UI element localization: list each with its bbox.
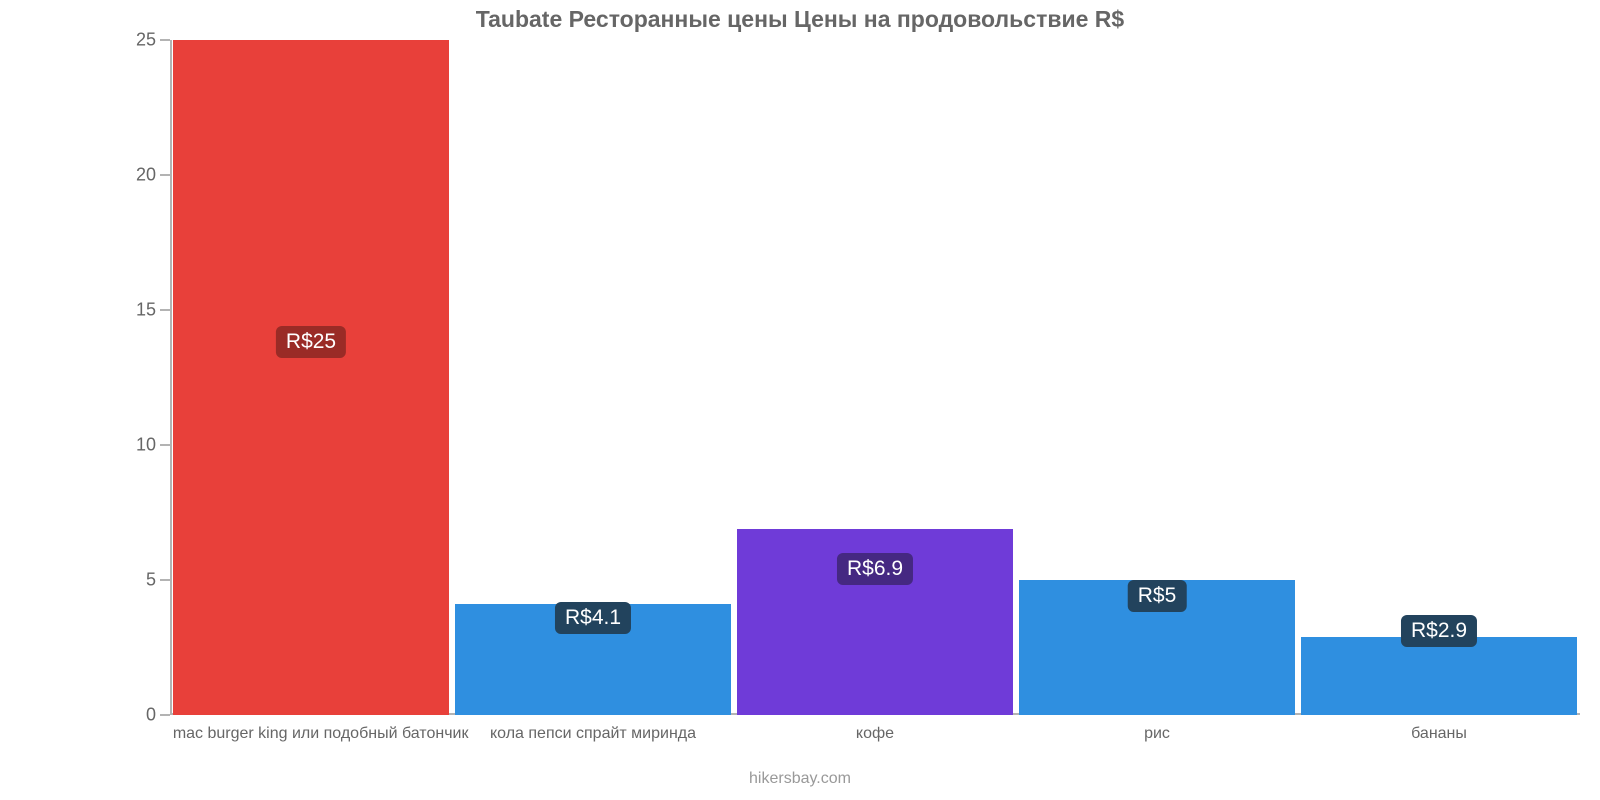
bar-value-badge: R$4.1 [555, 602, 631, 634]
x-category-label: бананы [1411, 715, 1467, 743]
x-category-label: рис [1144, 715, 1170, 743]
y-tick-label: 10 [136, 435, 170, 456]
bar-value-badge: R$2.9 [1401, 615, 1477, 647]
y-tick-label: 25 [136, 30, 170, 51]
bar [173, 40, 449, 715]
y-axis [170, 40, 172, 715]
bar-value-badge: R$5 [1128, 580, 1187, 612]
plot-area: 0510152025R$25mac burger king или подобн… [170, 40, 1580, 715]
x-category-label: mac burger king или подобный батончик [173, 715, 469, 743]
price-bar-chart: Taubate Ресторанные цены Цены на продово… [0, 0, 1600, 800]
bar-value-badge: R$6.9 [837, 553, 913, 585]
bar-value-badge: R$25 [276, 326, 346, 358]
chart-title: Taubate Ресторанные цены Цены на продово… [0, 6, 1600, 33]
x-category-label: кола пепси спрайт миринда [490, 715, 696, 743]
y-tick-label: 0 [146, 705, 170, 726]
chart-footer: hikersbay.com [0, 770, 1600, 788]
y-tick-label: 20 [136, 165, 170, 186]
x-category-label: кофе [856, 715, 894, 743]
y-tick-label: 5 [146, 570, 170, 591]
y-tick-label: 15 [136, 300, 170, 321]
bar [1301, 637, 1577, 715]
